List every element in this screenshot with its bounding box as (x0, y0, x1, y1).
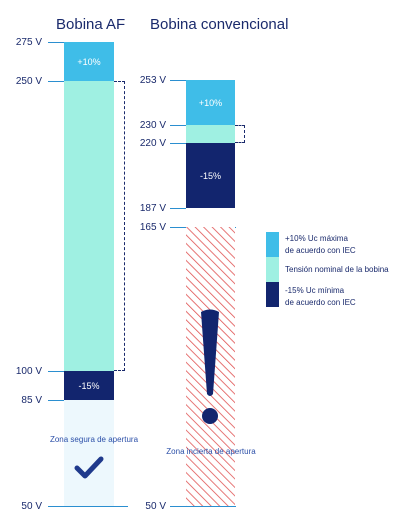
conventional-title: Bobina convencional (150, 16, 289, 33)
af-safe-zone-label: Zona segura de apertura (49, 435, 139, 444)
conv-minus15-label: -15% (199, 170, 221, 181)
af-tick-line-100 (48, 371, 64, 372)
legend-nominal-swatch (266, 257, 279, 282)
af-minus15-segment: -15% (64, 371, 114, 400)
conv-nominal-segment (186, 125, 235, 143)
af-nominal-segment (64, 81, 114, 371)
conv-tick-220: 220 V (139, 138, 166, 149)
legend-plus10-text: +10% Uc máxima de acuerdo con IEC (285, 234, 356, 255)
conv-tick-187: 187 V (139, 203, 166, 214)
legend-nominal-text: Tensión nominal de la bobina (285, 265, 389, 274)
conv-tick-50: 50 V (145, 501, 166, 512)
conv-tick-line-50 (170, 506, 236, 507)
checkmark-icon (74, 456, 104, 479)
af-tick-275: 275 V (15, 37, 42, 48)
conv-tick-line-230 (170, 125, 186, 126)
af-tick-100: 100 V (15, 366, 42, 377)
af-minus15-label: -15% (78, 380, 100, 391)
conv-plus10-label: +10% (198, 97, 223, 108)
af-tick-250: 250 V (15, 76, 42, 87)
af-tick-line-85 (48, 400, 64, 401)
conv-nominal-bracket (235, 125, 245, 143)
af-plus10-label: +10% (77, 56, 101, 67)
af-title: Bobina AF (56, 16, 126, 33)
conv-uncertain-zone-label: Zona incierta de apertura (166, 447, 256, 456)
conv-tick-line-220 (170, 143, 186, 144)
af-tick-50: 50 V (21, 501, 42, 512)
legend-minus15-text: -15% Uc mínima de acuerdo con IEC (285, 286, 356, 307)
conv-plus10-segment: +10% (186, 80, 235, 125)
af-nominal-bracket (114, 81, 125, 371)
af-tick-85: 85 V (21, 395, 42, 406)
conv-tick-230: 230 V (139, 120, 166, 131)
exclamation-icon (201, 309, 219, 424)
conv-minus15-segment: -15% (186, 143, 235, 208)
conv-tick-165: 165 V (139, 222, 166, 233)
af-plus10-segment: +10% (64, 42, 114, 81)
af-tick-line-250 (48, 81, 64, 82)
af-tick-line-275 (48, 42, 64, 43)
af-tick-line-50 (48, 506, 128, 507)
af-safe-zone (64, 400, 114, 506)
conv-tick-line-187 (170, 208, 186, 209)
legend-minus15-swatch (266, 282, 279, 307)
conv-tick-line-253 (170, 80, 186, 81)
conv-tick-253: 253 V (139, 75, 166, 86)
legend-plus10-swatch (266, 232, 279, 257)
